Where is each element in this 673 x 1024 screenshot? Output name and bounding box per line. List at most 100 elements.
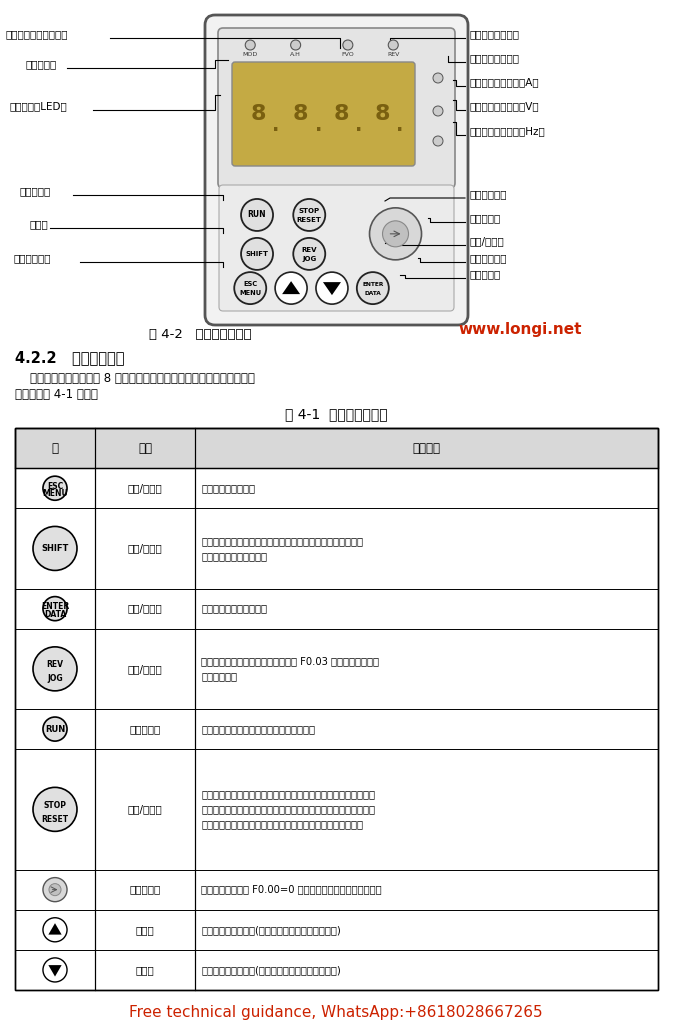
Circle shape — [33, 526, 77, 570]
Circle shape — [49, 884, 61, 896]
Text: SHIFT: SHIFT — [246, 251, 269, 257]
Text: 8: 8 — [333, 104, 349, 124]
Text: 停止、复位键: 停止、复位键 — [470, 189, 507, 199]
Text: 数据修改键: 数据修改键 — [470, 269, 501, 279]
Text: 递增键: 递增键 — [136, 925, 154, 935]
Text: 表 4-1  操作键盘功能表: 表 4-1 操作键盘功能表 — [285, 407, 388, 421]
Polygon shape — [282, 282, 300, 294]
Circle shape — [241, 238, 273, 270]
Circle shape — [245, 40, 255, 50]
Circle shape — [433, 73, 443, 83]
Text: 显示电压指示单位（V）: 显示电压指示单位（V） — [470, 101, 540, 111]
Text: 或者点动运行: 或者点动运行 — [201, 672, 237, 681]
Text: 监控键: 监控键 — [30, 219, 48, 229]
Text: 数据或功能码的递减(连续按下时，可提高递减速度): 数据或功能码的递减(连续按下时，可提高递减速度) — [201, 965, 341, 975]
Circle shape — [382, 221, 409, 247]
FancyBboxPatch shape — [232, 62, 415, 166]
Circle shape — [43, 918, 67, 942]
Text: 编程/退出键: 编程/退出键 — [128, 483, 162, 494]
Text: 移位/监控键: 移位/监控键 — [128, 544, 162, 553]
Bar — [15, 709, 658, 750]
Text: ESC: ESC — [47, 481, 63, 490]
Text: 正转运行键: 正转运行键 — [20, 186, 51, 196]
Circle shape — [388, 40, 398, 50]
Polygon shape — [48, 924, 62, 935]
Text: 在编辑状态时，可以选择设定数据的修改位；在其它状态下，: 在编辑状态时，可以选择设定数据的修改位；在其它状态下， — [201, 536, 363, 546]
Text: 变频器正转指示灯: 变频器正转指示灯 — [470, 29, 520, 39]
Circle shape — [43, 878, 67, 902]
Polygon shape — [48, 965, 62, 977]
Text: MENU: MENU — [42, 489, 68, 498]
Text: STOP: STOP — [299, 208, 320, 214]
Text: DATA: DATA — [44, 609, 66, 618]
Text: RUN: RUN — [248, 211, 267, 219]
Bar — [15, 428, 658, 990]
Text: 确认、数据键: 确认、数据键 — [470, 253, 507, 263]
Text: ENTER: ENTER — [362, 282, 384, 287]
Bar — [15, 909, 658, 950]
Text: FVO: FVO — [341, 52, 354, 57]
Text: JOG: JOG — [302, 256, 316, 262]
Text: 编程、退出键: 编程、退出键 — [13, 253, 50, 263]
Circle shape — [241, 199, 273, 231]
Text: 图 4-2   操作键盘布局图: 图 4-2 操作键盘布局图 — [149, 328, 251, 341]
Text: MENU: MENU — [239, 290, 261, 296]
Bar — [15, 589, 658, 629]
Bar — [15, 508, 658, 589]
Circle shape — [316, 272, 348, 304]
Text: 停机有效方式，按下该键，变频器将按设定的方式停机。变频器在: 停机有效方式，按下该键，变频器将按设定的方式停机。变频器在 — [201, 805, 375, 814]
Text: .: . — [314, 117, 322, 135]
Text: 在操作键盘方式下，按该键变频器正转运行: 在操作键盘方式下，按该键变频器正转运行 — [201, 724, 315, 734]
Circle shape — [293, 238, 325, 270]
Text: MOD: MOD — [242, 52, 258, 57]
Bar — [15, 869, 658, 909]
Text: REV: REV — [46, 660, 63, 670]
Bar — [15, 950, 658, 990]
Circle shape — [357, 272, 389, 304]
Text: 8: 8 — [293, 104, 308, 124]
Text: RUN: RUN — [45, 725, 65, 733]
Text: A.H: A.H — [290, 52, 301, 57]
Text: ESC: ESC — [243, 282, 257, 287]
Circle shape — [433, 136, 443, 146]
Text: SHIFT: SHIFT — [41, 544, 69, 553]
Text: 显示频率指示单位（Hz）: 显示频率指示单位（Hz） — [470, 126, 546, 136]
Text: 用于频率给定；当 F0.00=0 时，模拟电位器设定为频率给定: 用于频率给定；当 F0.00=0 时，模拟电位器设定为频率给定 — [201, 885, 382, 895]
Text: REV: REV — [302, 247, 317, 253]
Text: 可切换显示状态监控参数: 可切换显示状态监控参数 — [201, 551, 267, 561]
Circle shape — [234, 272, 267, 304]
Text: JOG: JOG — [47, 674, 63, 683]
Text: www.longi.net: www.longi.net — [458, 322, 581, 337]
Text: 变频器反转指示灯: 变频器反转指示灯 — [470, 53, 520, 63]
Text: 变频器故障报警指示灯: 变频器故障报警指示灯 — [5, 29, 67, 39]
Text: Free technical guidance, WhatsApp:+8618028667265: Free technical guidance, WhatsApp:+86180… — [129, 1005, 543, 1020]
Circle shape — [43, 476, 67, 501]
Text: 名称: 名称 — [138, 441, 152, 455]
Circle shape — [33, 787, 77, 831]
Text: 确认/数据键: 确认/数据键 — [128, 603, 162, 613]
FancyBboxPatch shape — [218, 28, 455, 188]
Text: 进入下级菜单或数据确认: 进入下级菜单或数据确认 — [201, 603, 267, 613]
Text: RESET: RESET — [42, 815, 69, 823]
Bar — [15, 428, 658, 468]
Circle shape — [33, 647, 77, 691]
Circle shape — [343, 40, 353, 50]
Circle shape — [43, 717, 67, 741]
Bar — [15, 428, 658, 990]
Text: 模拟电位器: 模拟电位器 — [470, 213, 501, 223]
Text: 变频器操作键盘上设有 8 个按键和一个键盘模拟电位器，每个按键的功: 变频器操作键盘上设有 8 个按键和一个键盘模拟电位器，每个按键的功 — [15, 372, 255, 385]
Text: 8: 8 — [250, 104, 266, 124]
Text: 模拟电位器: 模拟电位器 — [129, 885, 161, 895]
Text: 正转运行键: 正转运行键 — [129, 724, 161, 734]
Polygon shape — [323, 283, 341, 295]
Text: 在操作键盘方式下，按该键根据参数 F0.03 的百位设置做反转: 在操作键盘方式下，按该键根据参数 F0.03 的百位设置做反转 — [201, 656, 379, 667]
Text: 停止/复位键: 停止/复位键 — [128, 805, 162, 814]
Text: 进入或退出编程状态: 进入或退出编程状态 — [201, 483, 255, 494]
Circle shape — [43, 957, 67, 982]
FancyBboxPatch shape — [205, 15, 468, 325]
Text: 功能说明: 功能说明 — [413, 441, 441, 455]
Text: 4.2.2   键盘功能说明: 4.2.2 键盘功能说明 — [15, 350, 125, 365]
Bar — [15, 629, 658, 709]
Text: DATA: DATA — [365, 291, 381, 296]
Text: 显示电流指示单位（A）: 显示电流指示单位（A） — [470, 77, 540, 87]
